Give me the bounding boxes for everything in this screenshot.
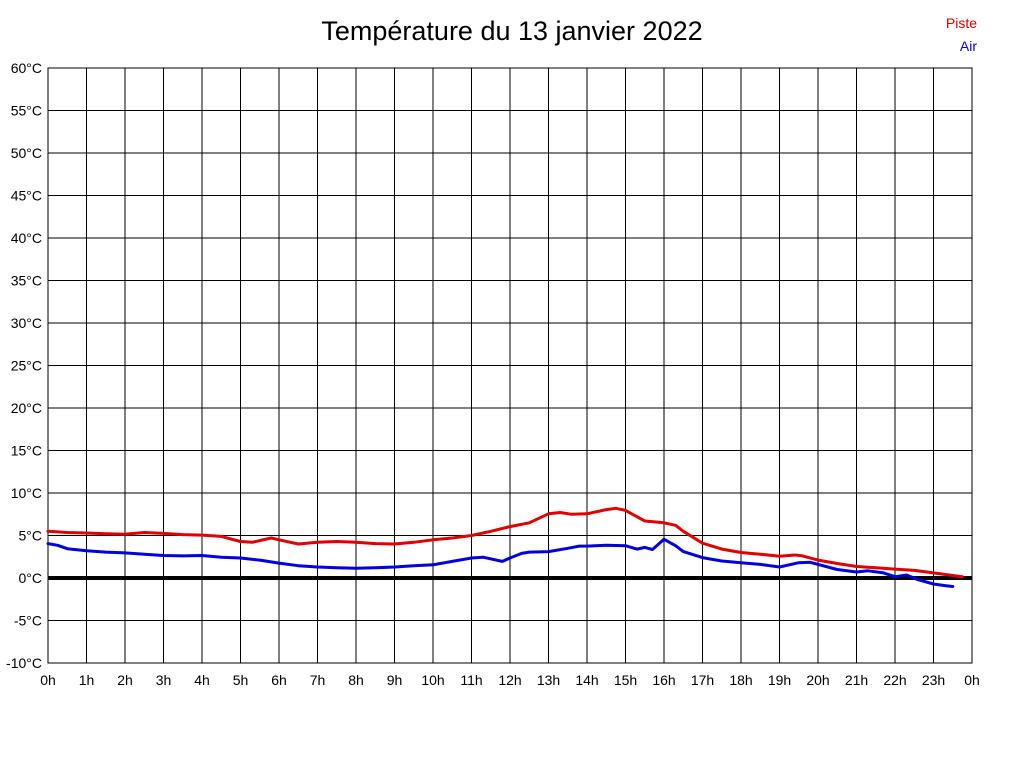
y-tick-label: 40°C: [11, 230, 42, 246]
x-tick-label: 0h: [40, 672, 56, 688]
y-tick-label: 55°C: [11, 103, 42, 119]
y-tick-label: 30°C: [11, 315, 42, 331]
y-tick-label: 35°C: [11, 273, 42, 289]
x-tick-label: 2h: [117, 672, 133, 688]
x-tick-label: 17h: [691, 672, 714, 688]
x-tick-label: 18h: [729, 672, 752, 688]
x-tick-label: 9h: [387, 672, 403, 688]
x-tick-label: 21h: [845, 672, 868, 688]
y-tick-label: -5°C: [14, 613, 42, 629]
x-tick-label: 8h: [348, 672, 364, 688]
x-tick-label: 16h: [652, 672, 675, 688]
y-tick-label: 5°C: [19, 528, 43, 544]
legend-item-air: Air: [959, 38, 977, 54]
legend-item-piste: Piste: [945, 15, 977, 31]
x-tick-label: 1h: [79, 672, 95, 688]
series-line-air: [46, 537, 955, 588]
x-tick-label: 0h: [964, 672, 980, 688]
y-tick-label: 0°C: [19, 570, 43, 586]
y-tick-label: -10°C: [6, 655, 42, 671]
y-tick-label: 20°C: [11, 400, 42, 416]
chart-title: Température du 13 janvier 2022: [321, 16, 703, 46]
x-tick-label: 12h: [498, 672, 521, 688]
x-tick-label: 23h: [922, 672, 945, 688]
series-line-piste: [46, 506, 964, 579]
x-tick-label: 5h: [233, 672, 249, 688]
x-tick-label: 15h: [614, 672, 637, 688]
y-tick-label: 50°C: [11, 145, 42, 161]
chart-legend: Piste Air: [946, 12, 977, 58]
x-tick-label: 7h: [310, 672, 326, 688]
x-tick-label: 13h: [537, 672, 560, 688]
x-tick-label: 20h: [806, 672, 829, 688]
x-tick-label: 4h: [194, 672, 210, 688]
y-tick-label: 25°C: [11, 358, 42, 374]
x-tick-label: 14h: [575, 672, 598, 688]
x-tick-label: 11h: [460, 672, 482, 688]
y-tick-label: 45°C: [11, 188, 42, 204]
plot-border: [47, 67, 973, 664]
x-tick-label: 19h: [768, 672, 791, 688]
x-tick-label: 3h: [156, 672, 172, 688]
y-tick-label: 15°C: [11, 443, 42, 459]
x-tick-label: 10h: [421, 672, 444, 688]
x-tick-label: 22h: [883, 672, 906, 688]
y-tick-label: 10°C: [11, 485, 42, 501]
y-tick-label: 60°C: [11, 60, 42, 76]
x-tick-label: 6h: [271, 672, 287, 688]
